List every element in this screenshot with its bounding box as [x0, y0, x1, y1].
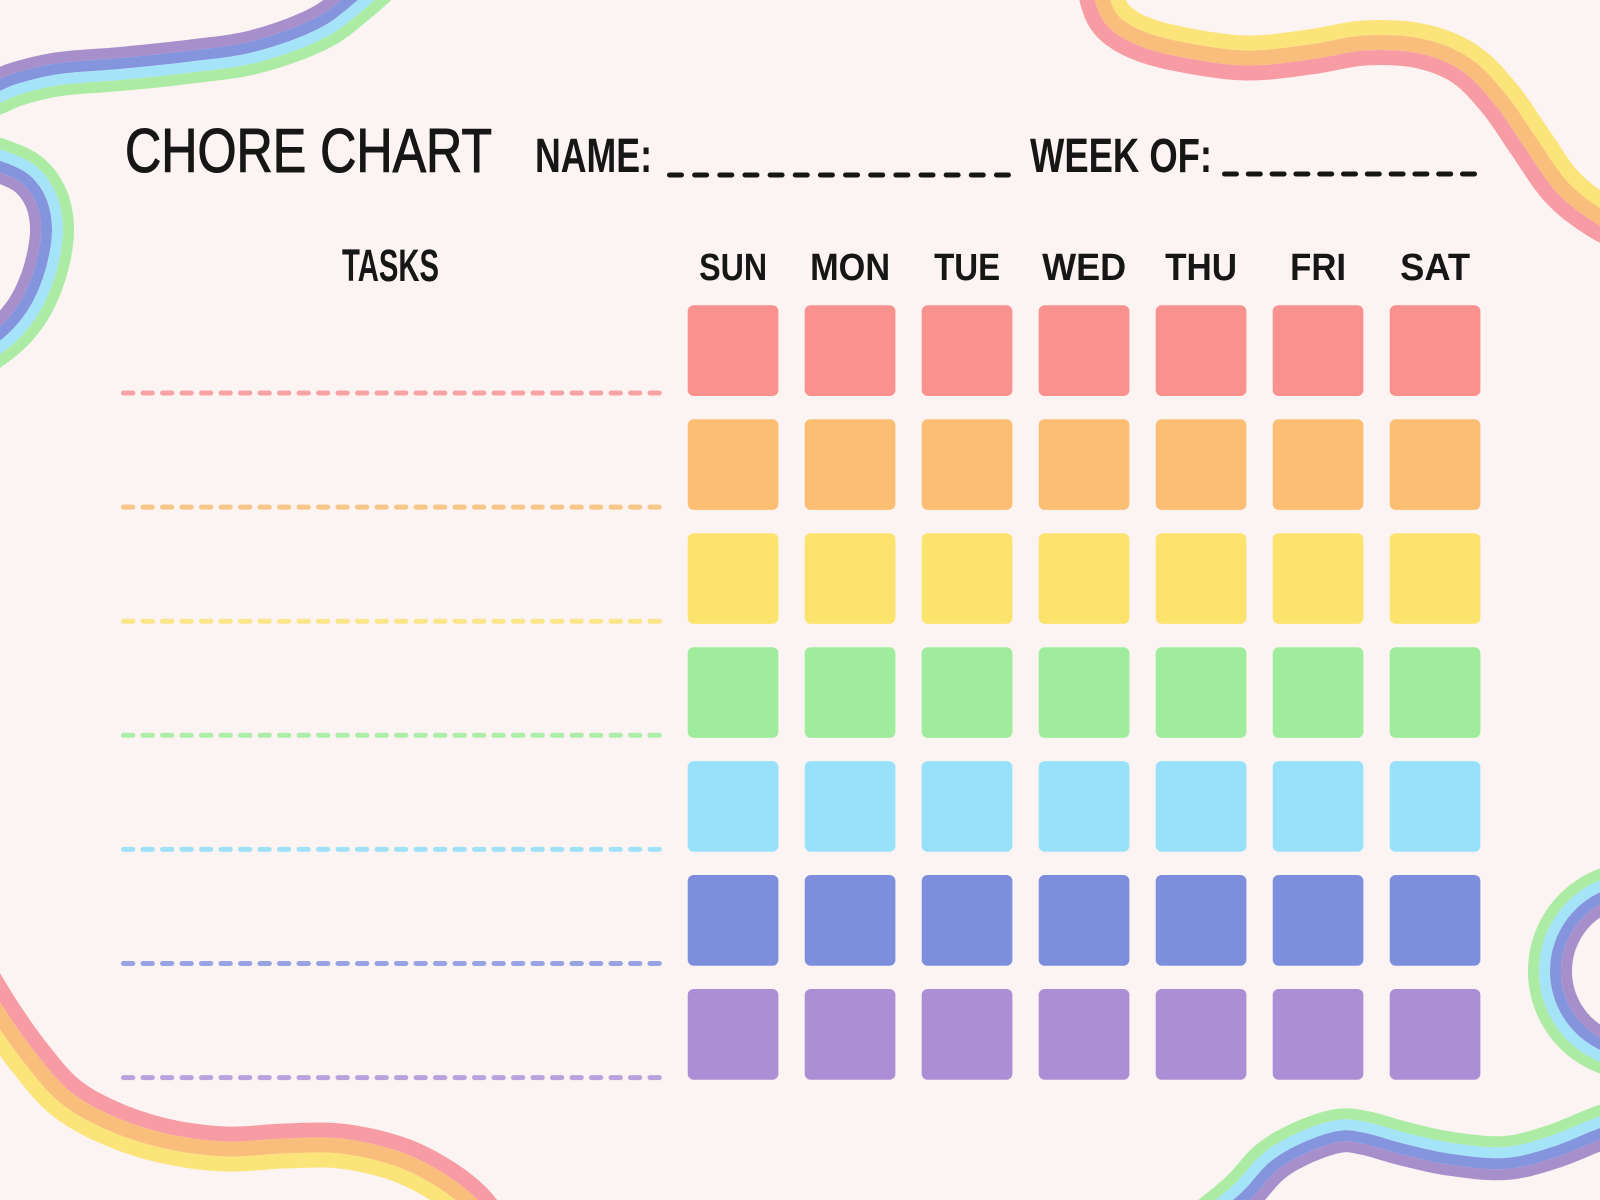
- svg-text:TUE: TUE: [934, 247, 1000, 289]
- svg-text:WED: WED: [1042, 247, 1126, 289]
- svg-text:CHORE CHART: CHORE CHART: [125, 117, 492, 186]
- svg-text:THU: THU: [1165, 247, 1237, 289]
- svg-text:FRI: FRI: [1290, 247, 1346, 289]
- svg-text:NAME:: NAME:: [535, 130, 652, 183]
- svg-text:SAT: SAT: [1400, 247, 1470, 289]
- svg-text:TASKS: TASKS: [342, 240, 439, 291]
- svg-text:MON: MON: [810, 247, 890, 289]
- svg-text:WEEK OF:: WEEK OF:: [1030, 130, 1212, 183]
- svg-text:SUN: SUN: [699, 247, 767, 289]
